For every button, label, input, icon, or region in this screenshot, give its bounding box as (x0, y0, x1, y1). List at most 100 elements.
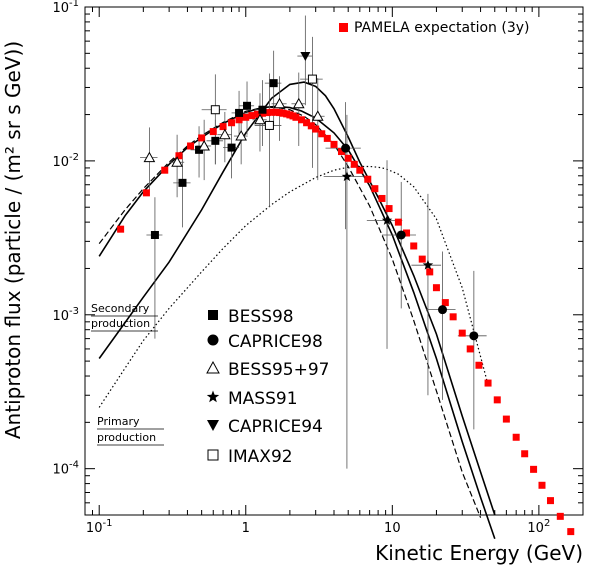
legend-label-caprice98: CAPRICE98 (228, 332, 323, 352)
data-point-pamela-expectation-3y (142, 189, 150, 197)
data-point-pamela-expectation-3y (235, 116, 243, 124)
y-tick-label: 10-3 (52, 306, 79, 324)
model-curve-solid (98, 105, 496, 540)
x-tick-labels: 10-1 1 10 102 (86, 518, 550, 536)
data-point-pamela-expectation-3y (418, 255, 426, 263)
data-point-bess95-97 (311, 110, 324, 121)
data-point-pamela-expectation-3y (219, 123, 227, 131)
data-point-caprice98 (469, 331, 479, 341)
data-point-pamela-expectation-3y (546, 497, 554, 505)
data-point-pamela-expectation-3y (318, 130, 326, 138)
model-curves (98, 81, 496, 540)
data-point-mass91 (381, 215, 393, 225)
data-point-imax92 (210, 105, 220, 115)
data-point-bess95-97 (235, 130, 247, 141)
x-axis-title: Kinetic Energy (GeV) (375, 541, 583, 565)
legend-label-pamela: PAMELA expectation (3y) (354, 20, 530, 36)
data-point-pamela-expectation-3y (426, 268, 434, 276)
annotation-primary-line2: production (97, 431, 156, 444)
legend-label-bess95-97: BESS95+97 (228, 360, 330, 380)
data-point-pamela-expectation-3y (187, 142, 195, 150)
data-point-pamela-expectation-3y (323, 134, 331, 142)
data-point-pamela-expectation-3y (512, 433, 520, 441)
data-point-pamela-expectation-3y (466, 345, 474, 353)
data-point-bess95-97 (254, 113, 266, 125)
data-point-pamela-expectation-3y (502, 415, 510, 423)
data-point-pamela-expectation-3y (161, 166, 169, 174)
data-point-pamela-expectation-3y (484, 379, 492, 387)
data-point-pamela-expectation-3y (530, 465, 538, 473)
data-point-pamela-expectation-3y (248, 112, 256, 120)
y-tick-label: 10-1 (52, 0, 79, 16)
data-point-pamela-expectation-3y (268, 108, 276, 116)
data-point-bess98 (178, 178, 187, 187)
data-point-caprice98 (438, 305, 448, 315)
data-point-pamela-expectation-3y (263, 109, 271, 117)
data-point-bess98 (243, 101, 252, 110)
legend-marker-pamela (339, 23, 348, 32)
data-point-pamela-expectation-3y (458, 329, 466, 337)
x-tick-label: 10 (384, 521, 401, 536)
data-point-bess95-97 (198, 139, 210, 151)
legend-markers (206, 310, 220, 461)
legend-label-caprice94: CAPRICE94 (228, 417, 323, 437)
data-point-pamela-expectation-3y (385, 205, 393, 213)
legend-label-imax92: IMAX92 (228, 447, 293, 467)
legend: BESS98 CAPRICE98 BESS95+97 MASS91 CAPRIC… (206, 307, 330, 467)
model-curve-dashed (98, 106, 482, 518)
legend-marker-bess95-97 (206, 360, 220, 374)
y-tick-labels: 10-4 10-3 10-2 10-1 (52, 0, 79, 478)
legend-marker-caprice98 (207, 334, 219, 346)
data-point-pamela-expectation-3y (330, 140, 338, 148)
data-point-pamela-expectation-3y (228, 119, 236, 127)
annotation-secondary-line2: production (91, 317, 150, 330)
model-curve-solid (98, 81, 496, 516)
data-point-pamela-expectation-3y (567, 528, 575, 536)
data-point-pamela-expectation-3y (378, 194, 386, 202)
data-point-pamela-expectation-3y (312, 125, 320, 133)
data-point-pamela-expectation-3y (493, 396, 501, 404)
data-point-pamela-expectation-3y (117, 225, 125, 233)
plot-frame (84, 6, 584, 516)
data-point-pamela-expectation-3y (538, 481, 546, 489)
data-point-bess98 (258, 105, 267, 114)
data-point-caprice98 (341, 143, 351, 153)
data-point-pamela-expectation-3y (403, 229, 411, 237)
y-tick-label: 10-2 (52, 152, 79, 170)
data-point-pamela-expectation-3y (432, 284, 440, 292)
data-point-pamela-expectation-3y (371, 185, 379, 193)
data-point-pamela-expectation-3y (292, 113, 300, 121)
data-point-pamela-expectation-3y (276, 109, 284, 117)
data-point-pamela-expectation-3y (198, 134, 206, 142)
data-point-pamela-expectation-3y (337, 148, 345, 156)
x-tick-label: 1 (242, 521, 250, 536)
data-point-mass91 (422, 259, 434, 270)
data-point-pamela-expectation-3y (441, 299, 449, 307)
annotation-secondary-line1: Secondary (91, 302, 150, 315)
legend-label-bess98: BESS98 (228, 307, 294, 327)
data-point-bess95-97 (171, 156, 183, 167)
data-point-pamela-expectation-3y (394, 218, 402, 226)
data-point-bess95-97 (273, 97, 286, 109)
data-point-pamela-expectation-3y (307, 122, 315, 130)
data-point-imax92 (307, 74, 317, 84)
data-markers (117, 52, 575, 536)
legend-marker-bess98 (208, 310, 218, 320)
data-point-pamela-expectation-3y (272, 108, 280, 116)
data-point-mass91 (341, 171, 353, 182)
data-point-bess95-97 (143, 151, 156, 163)
axis-ticks (84, 6, 584, 516)
data-point-imax92 (264, 120, 274, 130)
data-point-bess98 (150, 230, 159, 239)
data-point-pamela-expectation-3y (449, 313, 457, 321)
data-point-pamela-expectation-3y (242, 113, 250, 121)
data-point-pamela-expectation-3y (253, 110, 261, 118)
data-point-pamela-expectation-3y (356, 166, 364, 174)
data-point-pamela-expectation-3y (364, 175, 372, 183)
data-point-pamela-expectation-3y (475, 361, 483, 369)
data-point-pamela-expectation-3y (521, 450, 529, 458)
data-point-pamela-expectation-3y (297, 116, 305, 124)
data-point-pamela-expectation-3y (303, 119, 311, 127)
x-tick-label: 102 (527, 518, 550, 536)
